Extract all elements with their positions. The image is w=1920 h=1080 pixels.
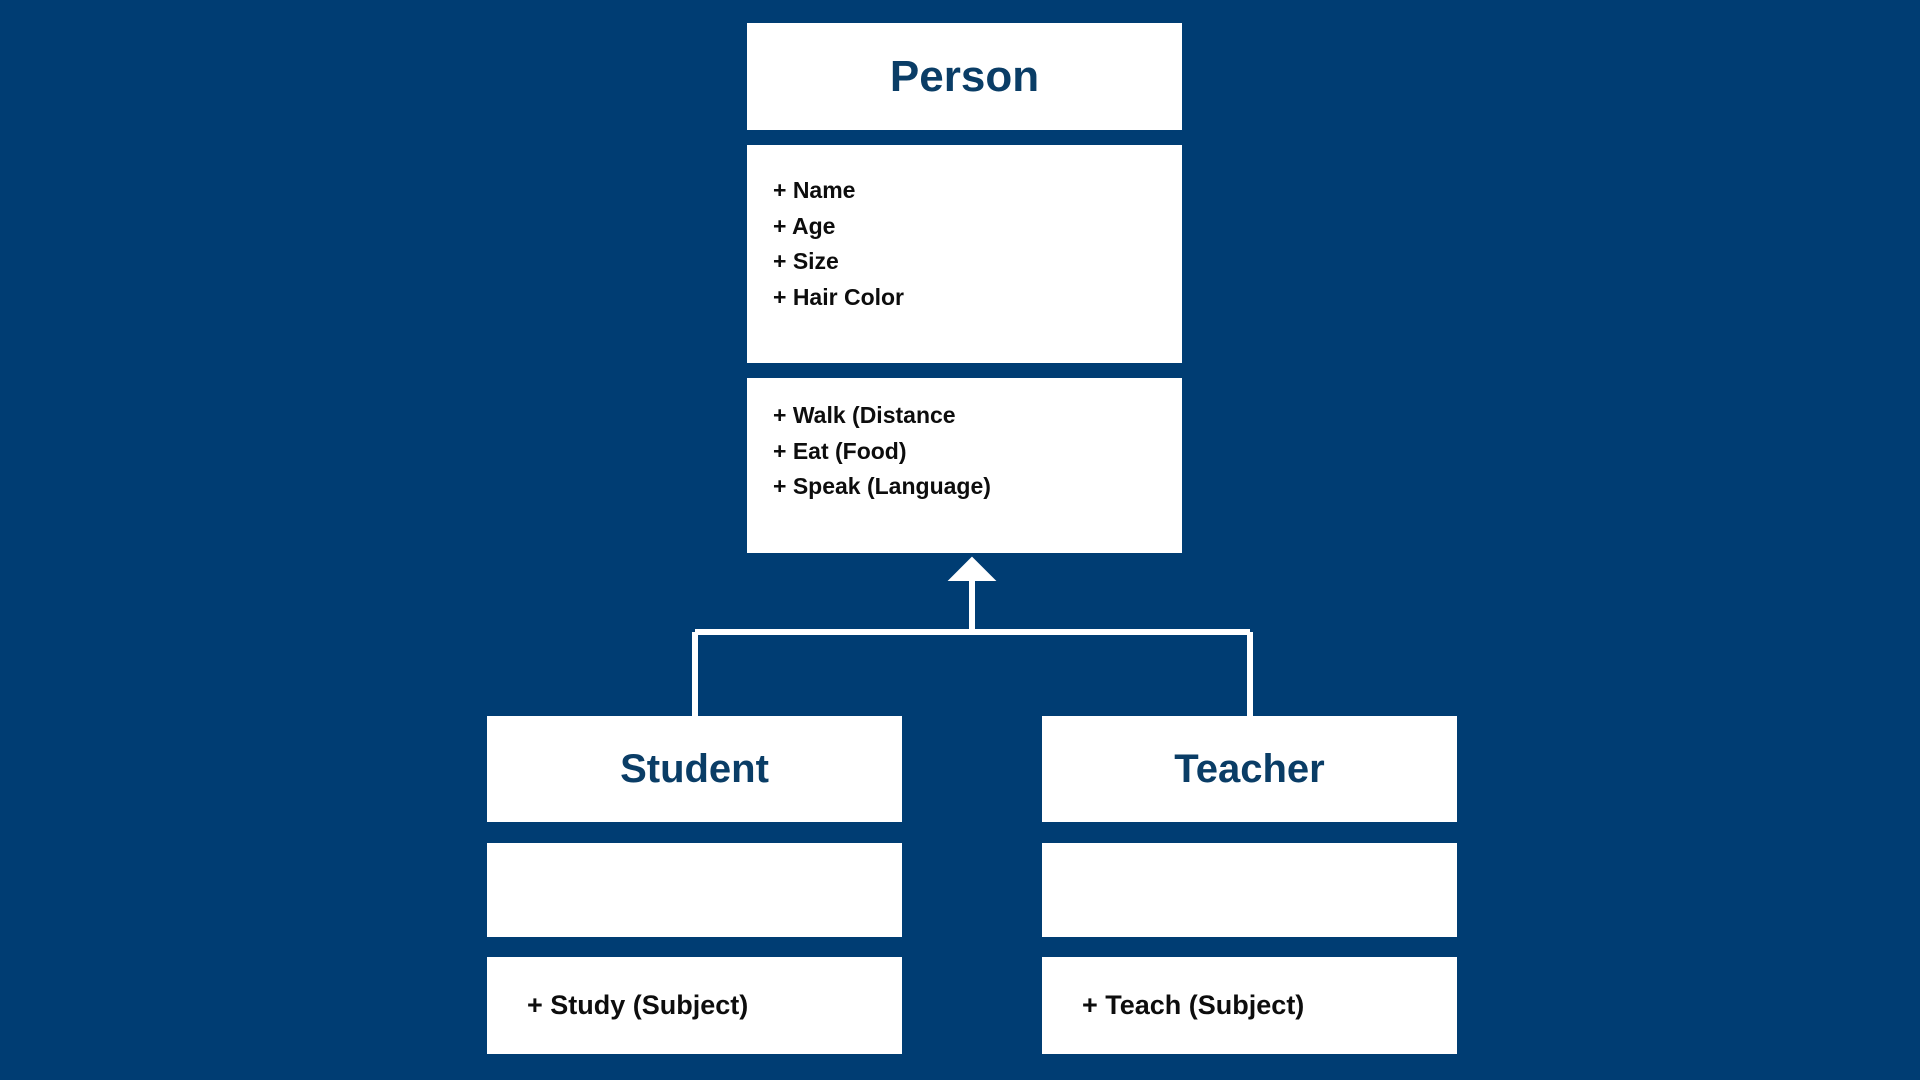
parent-class-name: Person [890, 52, 1039, 102]
parent-class-title-box: Person [747, 23, 1182, 130]
parent-attribute: + Hair Color [773, 280, 1156, 316]
parent-method: + Eat (Food) [773, 434, 1156, 470]
parent-attribute: + Name [773, 173, 1156, 209]
parent-method: + Walk (Distance [773, 398, 1156, 434]
child-class-title-box: Student [487, 716, 902, 822]
child-methods-box: + Teach (Subject) [1042, 957, 1457, 1054]
parent-attribute: + Size [773, 244, 1156, 280]
child-methods-box: + Study (Subject) [487, 957, 902, 1054]
parent-method: + Speak (Language) [773, 469, 1156, 505]
child-method: + Study (Subject) [527, 990, 748, 1021]
child-class-title-box: Teacher [1042, 716, 1457, 822]
child-attributes-box [1042, 843, 1457, 937]
child-class-name: Student [620, 747, 769, 792]
child-method: + Teach (Subject) [1082, 990, 1304, 1021]
parent-attributes-box: + Name+ Age+ Size+ Hair Color [747, 145, 1182, 363]
parent-attribute: + Age [773, 209, 1156, 245]
inheritance-connector [665, 524, 1280, 721]
child-class-name: Teacher [1174, 747, 1324, 792]
child-attributes-box [487, 843, 902, 937]
